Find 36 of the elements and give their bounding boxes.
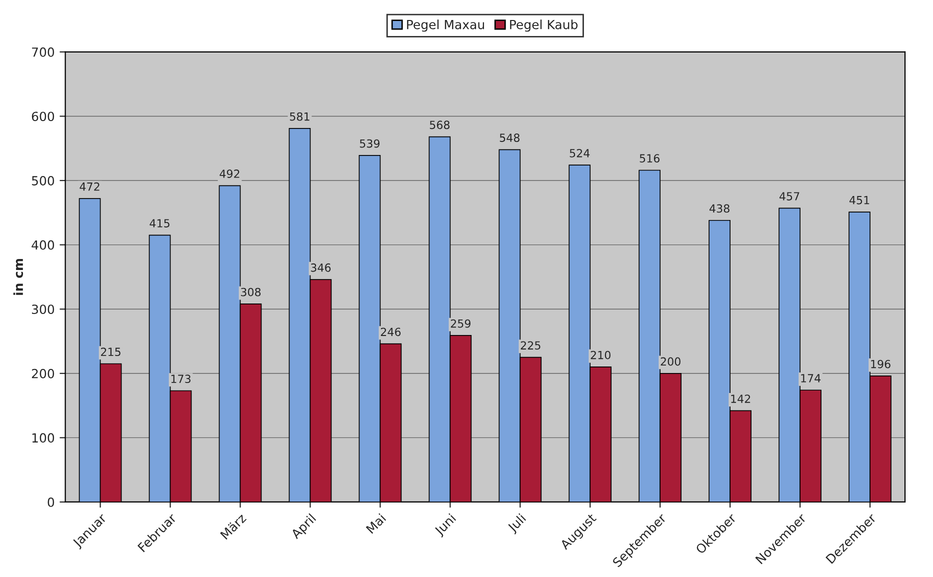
- data-label: 346: [310, 263, 331, 272]
- data-label: 215: [101, 348, 120, 356]
- legend-label: Pegel Kaub: [510, 20, 578, 32]
- data-label: 438: [710, 204, 730, 213]
- data-label: 539: [360, 139, 380, 148]
- data-label: 196: [871, 360, 890, 368]
- data-label: 516: [640, 154, 660, 163]
- data-label: 142: [731, 394, 750, 403]
- data-label: 415: [150, 219, 170, 228]
- y-axis-title: in cm: [13, 258, 24, 295]
- y-tick-label: 0: [48, 497, 54, 507]
- data-label: 246: [380, 328, 401, 336]
- data-label: 492: [220, 170, 240, 178]
- data-label: 200: [660, 357, 680, 366]
- y-tick-label: 200: [32, 368, 54, 378]
- y-tick-label: 600: [32, 112, 54, 122]
- data-label: 210: [590, 350, 610, 360]
- data-label: 524: [570, 148, 590, 158]
- data-label: 225: [520, 341, 540, 350]
- data-label: 259: [450, 319, 470, 328]
- data-label: 581: [290, 112, 310, 121]
- data-label: 568: [430, 120, 450, 130]
- data-label: 548: [500, 134, 520, 142]
- y-tick-label: 700: [32, 47, 54, 57]
- y-tick-label: 400: [32, 240, 54, 250]
- data-label: 308: [240, 288, 261, 296]
- x-tick-label: Mai: [366, 513, 386, 534]
- data-label: 174: [801, 374, 821, 382]
- y-tick-label: 500: [32, 176, 54, 186]
- data-label: 472: [80, 182, 100, 191]
- y-tick-label: 300: [32, 304, 54, 314]
- y-tick-label: 100: [32, 433, 54, 443]
- legend-label: Pegel Maxau: [407, 20, 484, 32]
- data-label: 457: [779, 192, 800, 200]
- data-label: 173: [171, 374, 190, 384]
- data-label: 451: [849, 196, 870, 204]
